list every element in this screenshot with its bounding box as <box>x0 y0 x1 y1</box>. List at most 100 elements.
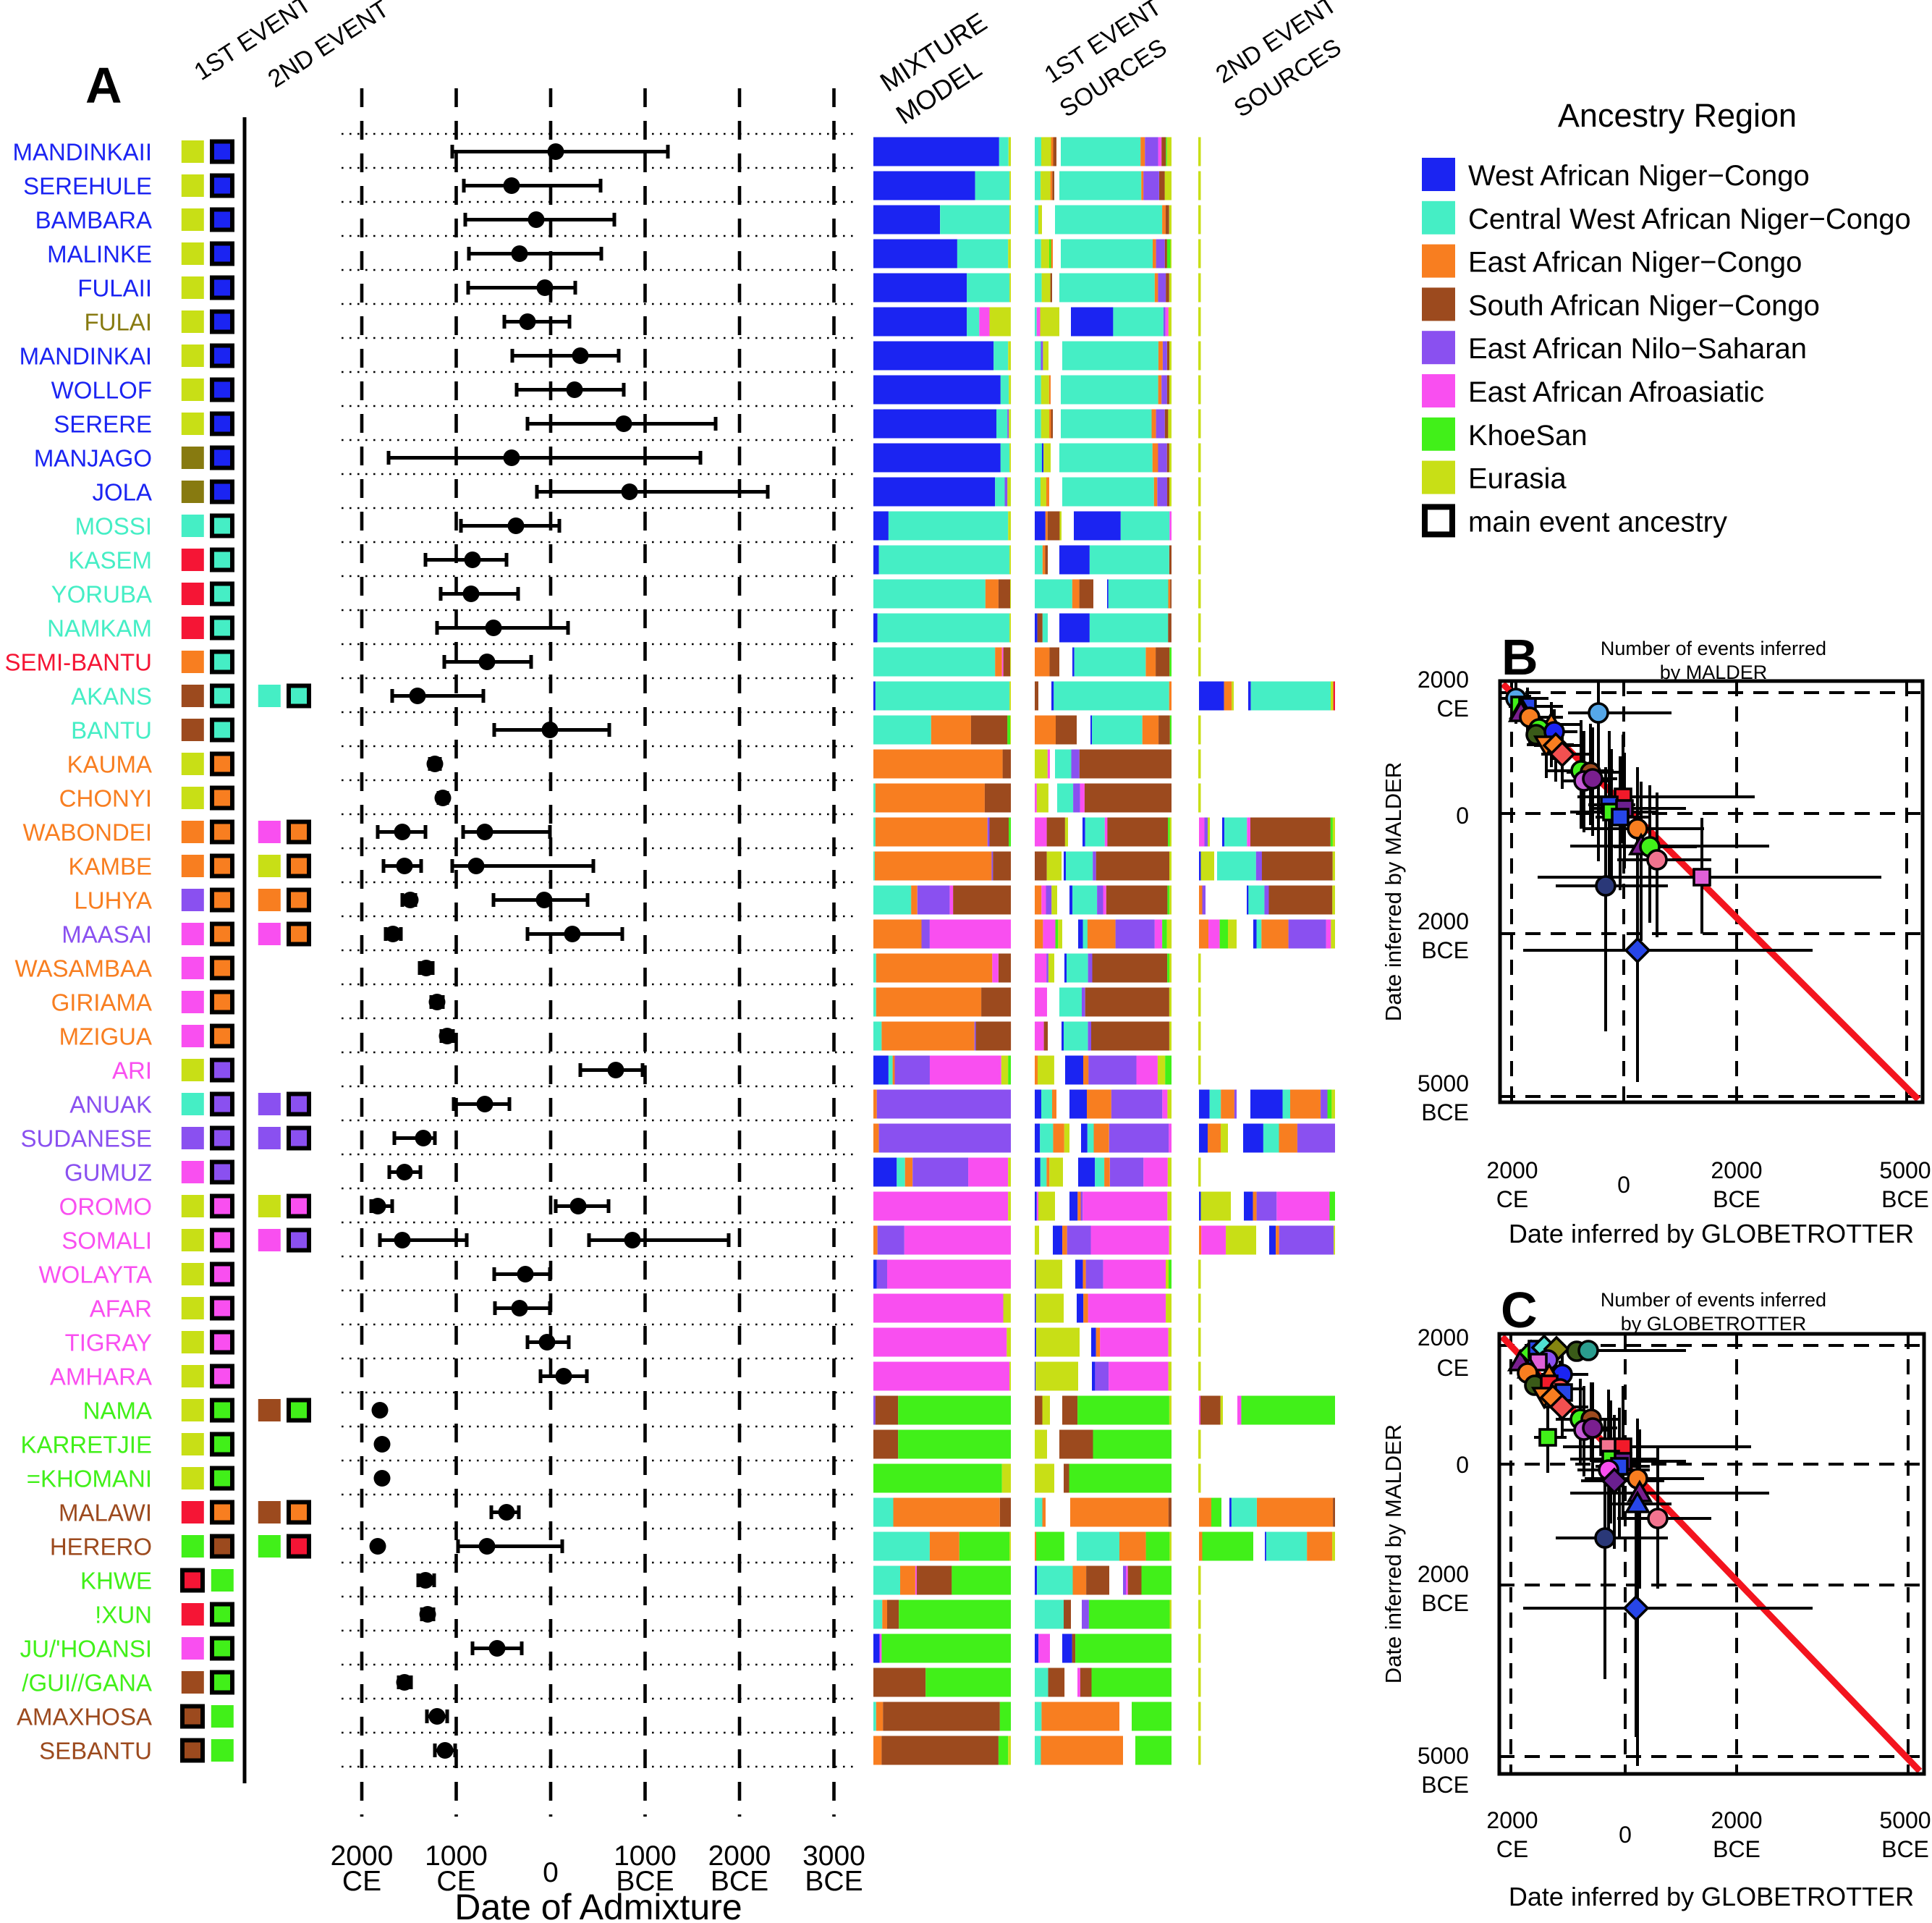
svg-text:SEMI-BANTU: SEMI-BANTU <box>4 649 152 676</box>
svg-text:by GLOBETROTTER: by GLOBETROTTER <box>1621 1313 1807 1335</box>
svg-text:0: 0 <box>1617 1172 1630 1198</box>
svg-text:ANUAK: ANUAK <box>69 1091 152 1118</box>
svg-text:2000: 2000 <box>331 1840 394 1872</box>
svg-text:Date inferred by MALDER: Date inferred by MALDER <box>1381 762 1406 1021</box>
svg-text:South African Niger−Congo: South African Niger−Congo <box>1468 289 1820 321</box>
svg-text:ARI: ARI <box>112 1057 152 1084</box>
svg-text:2000: 2000 <box>1418 1324 1469 1351</box>
svg-text:BCE: BCE <box>1881 1186 1929 1212</box>
svg-text:KARRETJIE: KARRETJIE <box>20 1432 152 1458</box>
svg-text:BCE: BCE <box>805 1866 863 1897</box>
svg-text:5000: 5000 <box>1879 1807 1931 1833</box>
svg-text:1000: 1000 <box>614 1840 677 1872</box>
svg-text:JU/'HOANSI: JU/'HOANSI <box>20 1636 152 1662</box>
svg-text:0: 0 <box>1456 803 1469 829</box>
svg-text:BANTU: BANTU <box>71 717 152 744</box>
svg-text:Date inferred by GLOBETROTTER: Date inferred by GLOBETROTTER <box>1509 1219 1914 1248</box>
svg-text:Number of events inferred: Number of events inferred <box>1601 638 1826 659</box>
svg-text:WABONDEI: WABONDEI <box>23 819 152 846</box>
svg-text:MOSSI: MOSSI <box>75 513 152 540</box>
svg-text:NAMKAM: NAMKAM <box>47 615 152 642</box>
svg-text:SEBANTU: SEBANTU <box>39 1738 152 1764</box>
svg-text:FULAI: FULAI <box>84 309 152 336</box>
svg-text:CHONYI: CHONYI <box>59 785 152 812</box>
svg-text:Eurasia: Eurasia <box>1468 463 1567 495</box>
svg-text:MANDINKAII: MANDINKAII <box>12 139 152 166</box>
svg-text:1000: 1000 <box>425 1840 488 1872</box>
svg-text:by MALDER: by MALDER <box>1660 662 1768 683</box>
svg-text:main event ancestry: main event ancestry <box>1468 506 1727 538</box>
svg-text:B: B <box>1501 629 1538 685</box>
svg-text:WOLLOF: WOLLOF <box>51 377 152 404</box>
svg-text:2000: 2000 <box>1711 1157 1762 1183</box>
svg-text:BCE: BCE <box>1713 1186 1761 1212</box>
svg-text:MALINKE: MALINKE <box>47 241 152 268</box>
svg-text:3000: 3000 <box>802 1840 865 1872</box>
svg-text:LUHYA: LUHYA <box>74 887 152 914</box>
svg-text:2000: 2000 <box>1486 1157 1538 1183</box>
svg-text:KASEM: KASEM <box>68 547 152 574</box>
svg-text:GUMUZ: GUMUZ <box>64 1159 152 1186</box>
svg-text:SUDANESE: SUDANESE <box>20 1125 152 1152</box>
svg-text:2000: 2000 <box>1418 908 1469 934</box>
svg-text:West African Niger−Congo: West African Niger−Congo <box>1468 160 1810 192</box>
svg-text:BCE: BCE <box>1881 1836 1929 1862</box>
svg-text:CE: CE <box>436 1866 475 1897</box>
svg-text:2000: 2000 <box>1486 1807 1538 1833</box>
svg-text:SERERE: SERERE <box>54 411 152 438</box>
svg-text:C: C <box>1501 1282 1538 1338</box>
svg-text:0: 0 <box>543 1857 559 1888</box>
svg-text:CE: CE <box>1496 1186 1528 1212</box>
svg-text:East African Afroasiatic: East African Afroasiatic <box>1468 376 1764 408</box>
svg-text:BCE: BCE <box>616 1866 674 1897</box>
svg-text:YORUBA: YORUBA <box>51 581 152 608</box>
svg-text:0: 0 <box>1456 1452 1469 1478</box>
svg-text:BCE: BCE <box>711 1866 768 1897</box>
svg-text:5000: 5000 <box>1418 1070 1469 1096</box>
svg-text:Date inferred by GLOBETROTTER: Date inferred by GLOBETROTTER <box>1509 1882 1914 1911</box>
svg-text:2000: 2000 <box>1418 667 1469 693</box>
svg-text:5000: 5000 <box>1418 1743 1469 1769</box>
svg-text:Central West African Niger−Con: Central West African Niger−Congo <box>1468 203 1911 235</box>
svg-text:5000: 5000 <box>1879 1157 1931 1183</box>
svg-text:BCE: BCE <box>1713 1836 1761 1862</box>
svg-text:AKANS: AKANS <box>71 683 152 710</box>
svg-text:Ancestry Region: Ancestry Region <box>1558 97 1797 134</box>
svg-text:Number of events inferred: Number of events inferred <box>1601 1289 1826 1311</box>
svg-text:CE: CE <box>1437 696 1469 722</box>
svg-text:Date of Admixture: Date of Admixture <box>454 1887 742 1923</box>
svg-text:MANJAGO: MANJAGO <box>34 445 152 472</box>
svg-text:BCE: BCE <box>1421 937 1469 963</box>
svg-text:HERERO: HERERO <box>50 1534 152 1560</box>
svg-text:SOMALI: SOMALI <box>62 1227 152 1254</box>
svg-text:WOLAYTA: WOLAYTA <box>39 1261 152 1288</box>
svg-text:NAMA: NAMA <box>83 1398 152 1424</box>
svg-text:CE: CE <box>1496 1836 1528 1862</box>
svg-text:=KHOMANI: =KHOMANI <box>27 1466 152 1492</box>
svg-text:AFAR: AFAR <box>90 1296 152 1322</box>
svg-text:JOLA: JOLA <box>92 479 152 506</box>
svg-text:2000: 2000 <box>1711 1807 1762 1833</box>
svg-text:MZIGUA: MZIGUA <box>59 1023 152 1050</box>
svg-text:CE: CE <box>1437 1355 1469 1381</box>
svg-text:SEREHULE: SEREHULE <box>23 173 152 200</box>
svg-text:East African Nilo−Saharan: East African Nilo−Saharan <box>1468 333 1807 365</box>
svg-text:2000: 2000 <box>1418 1561 1469 1587</box>
svg-text:AMHARA: AMHARA <box>50 1364 152 1390</box>
svg-text:KAUMA: KAUMA <box>67 751 152 778</box>
svg-text:BCE: BCE <box>1421 1772 1469 1798</box>
svg-text:2000: 2000 <box>708 1840 771 1872</box>
svg-text:FULAII: FULAII <box>77 275 152 302</box>
svg-text:KhoeSan: KhoeSan <box>1468 420 1588 452</box>
svg-text:East African Niger−Congo: East African Niger−Congo <box>1468 247 1802 279</box>
svg-text:KHWE: KHWE <box>80 1568 152 1594</box>
svg-text:AMAXHOSA: AMAXHOSA <box>17 1704 152 1730</box>
svg-text:A: A <box>85 57 122 114</box>
svg-text:BCE: BCE <box>1421 1590 1469 1616</box>
svg-text:GIRIAMA: GIRIAMA <box>51 989 152 1016</box>
svg-text:MANDINKAI: MANDINKAI <box>20 343 152 370</box>
svg-text:0: 0 <box>1619 1822 1632 1848</box>
svg-text:OROMO: OROMO <box>59 1193 152 1220</box>
svg-text:WASAMBAA: WASAMBAA <box>15 955 152 982</box>
svg-text:!XUN: !XUN <box>95 1602 152 1628</box>
